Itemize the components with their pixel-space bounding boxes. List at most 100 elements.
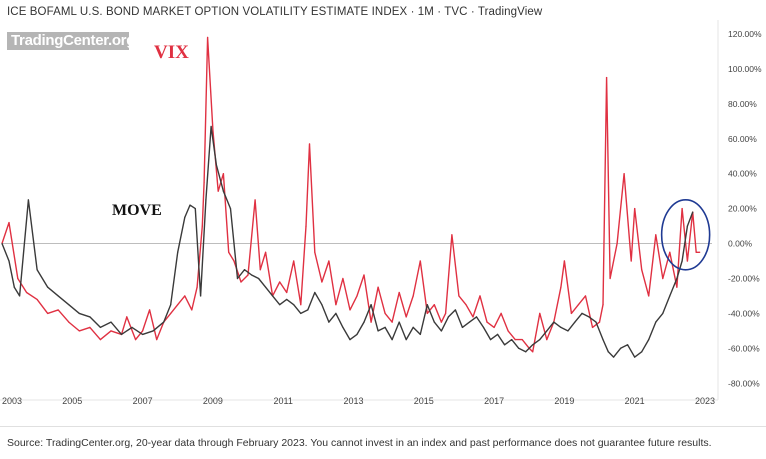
data-point-move <box>602 339 604 341</box>
data-point-move <box>18 295 21 297</box>
data-point-vix <box>265 251 267 253</box>
data-point-vix <box>356 295 358 297</box>
data-point-vix <box>609 277 611 280</box>
data-point-vix <box>196 286 198 288</box>
data-point-move <box>641 351 643 353</box>
x-tick-label: 2011 <box>274 396 293 406</box>
data-point-vix <box>681 208 683 210</box>
data-point-move <box>511 339 513 341</box>
data-point-move <box>620 347 622 349</box>
data-point-vix <box>321 281 323 283</box>
data-point-move <box>236 277 239 280</box>
data-point-vix <box>254 199 256 201</box>
data-point-vix <box>293 260 295 262</box>
data-point-vix <box>134 339 137 341</box>
data-point-move <box>8 260 10 262</box>
data-point-vix <box>655 234 657 236</box>
data-point-move <box>475 316 478 318</box>
data-point-move <box>504 344 506 346</box>
data-point-move <box>194 208 196 210</box>
data-point-vix <box>560 286 562 288</box>
data-point-vix <box>99 339 102 341</box>
data-point-move <box>131 326 133 328</box>
watermark-logo: TradingCenter.org <box>7 32 135 50</box>
data-point-vix <box>641 269 643 271</box>
data-point-move <box>205 199 207 201</box>
data-point-move <box>120 333 123 335</box>
x-tick-label: 2009 <box>203 396 223 406</box>
data-point-move <box>518 347 520 349</box>
x-tick-label: 2019 <box>554 396 574 406</box>
x-tick-label: 2021 <box>625 396 645 406</box>
data-point-move <box>454 309 457 311</box>
y-tick-label: 60.00% <box>728 134 757 144</box>
data-point-move <box>588 316 590 318</box>
data-point-vix <box>78 330 80 332</box>
x-tick-label: 2013 <box>343 396 363 406</box>
data-point-vix <box>110 330 112 332</box>
data-point-move <box>681 260 683 262</box>
y-tick-label: 120.00% <box>728 29 762 39</box>
data-point-vix <box>676 286 678 288</box>
data-point-move <box>13 286 15 288</box>
data-point-move <box>426 304 428 306</box>
data-point-move <box>27 199 29 201</box>
data-point-vix <box>57 309 59 311</box>
data-point-vix <box>212 129 214 131</box>
data-point-vix <box>363 274 365 276</box>
data-point-vix <box>472 316 474 318</box>
data-point-move <box>1 242 3 245</box>
data-point-move <box>349 339 351 341</box>
y-tick-label: -80.00% <box>728 378 760 388</box>
data-point-vix <box>623 173 625 175</box>
data-point-move <box>177 251 179 253</box>
data-point-move <box>574 321 576 323</box>
data-point-move <box>525 351 527 353</box>
data-point-move <box>581 312 583 315</box>
data-point-vix <box>584 295 587 297</box>
data-point-vix <box>207 36 209 39</box>
data-point-vix <box>507 330 509 332</box>
data-point-vix <box>669 251 671 253</box>
data-point-vix <box>370 321 372 323</box>
data-point-move <box>250 274 253 276</box>
data-point-vix <box>203 181 205 184</box>
data-point-vix <box>458 295 460 297</box>
data-point-move <box>539 339 541 341</box>
data-point-vix <box>217 190 219 192</box>
data-point-move <box>184 216 186 218</box>
data-point-vix <box>286 291 288 294</box>
data-point-move <box>496 333 499 335</box>
data-point-vix <box>247 274 249 276</box>
data-point-vix <box>521 339 523 341</box>
data-point-vix <box>163 321 165 323</box>
data-point-move <box>607 351 609 353</box>
data-point-move <box>335 312 337 315</box>
data-point-move <box>265 286 267 288</box>
data-point-move <box>36 269 38 271</box>
data-point-vix <box>405 316 407 318</box>
data-point-vix <box>539 312 541 315</box>
data-point-vix <box>493 326 495 328</box>
data-point-vix <box>149 309 151 311</box>
data-point-vix <box>692 211 694 213</box>
data-point-vix <box>695 251 697 253</box>
data-point-vix <box>426 312 428 315</box>
data-point-move <box>648 339 650 341</box>
annotation-move: MOVE <box>112 202 162 219</box>
data-point-move <box>215 164 218 166</box>
data-point-move <box>229 208 232 210</box>
data-point-move <box>257 277 260 280</box>
data-point-move <box>384 326 386 328</box>
data-point-move <box>595 321 597 323</box>
data-point-vix <box>8 221 10 224</box>
data-point-move <box>47 286 49 288</box>
y-tick-label: 40.00% <box>728 169 757 179</box>
data-point-move <box>405 339 407 341</box>
data-point-move <box>286 298 288 301</box>
data-point-vix <box>398 291 400 294</box>
x-tick-label: 2007 <box>133 396 153 406</box>
data-point-move <box>314 291 316 294</box>
data-point-vix <box>279 281 281 283</box>
